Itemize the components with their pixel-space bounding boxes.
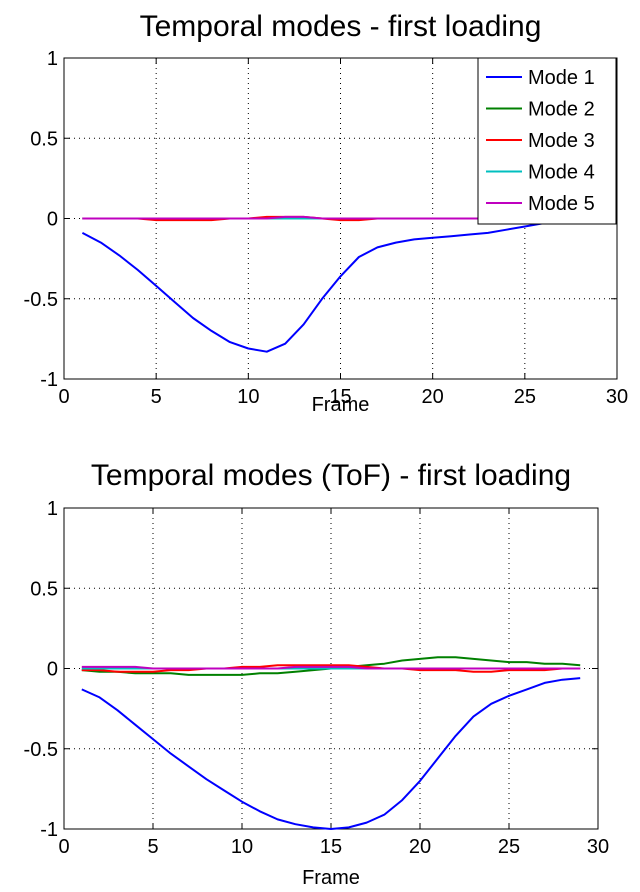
y-tick-label: 0 [47,659,58,681]
chart-title: Temporal modes (ToF) - first loading [91,459,571,492]
y-tick-label: 0.5 [30,128,58,150]
y-tick-label: 0 [47,209,58,231]
x-tick-label: 25 [514,386,536,408]
x-tick-label: 15 [329,386,351,408]
x-tick-label: 30 [587,836,609,858]
legend: Mode 1 Mode 2 Mode 3 Mode 4 Mode 5 [477,57,617,225]
chart-title: Temporal modes - first loading [140,10,542,43]
chart-1: 0 5 10 15 20 25 30 1 0.5 0 -0.5 -1 Temporal modes - … [24,10,629,416]
series-line-mode-3 [81,664,581,673]
y-tick-label: 1 [47,498,58,520]
series-line-mode-1 [81,219,599,353]
y-tick-label: 0.5 [30,578,58,600]
x-tick-label: 10 [231,836,253,858]
x-tick-label: 0 [58,836,69,858]
legend-label-mode-5: Mode 5 [528,193,595,215]
x-tick-label: 30 [606,386,628,408]
legend-label-mode-4: Mode 4 [528,162,595,184]
legend-label-mode-3: Mode 3 [528,130,595,152]
axes-box [63,57,618,380]
x-axis-label: Frame [302,867,360,889]
x-tick-label: 5 [147,836,158,858]
x-tick-label: 20 [422,386,444,408]
y-tick-label: -1 [40,819,58,841]
series-line-mode-1 [81,677,581,830]
x-tick-label: 15 [320,836,342,858]
x-tick-label: 5 [151,386,162,408]
legend-label-mode-1: Mode 1 [528,67,595,89]
y-tick-label: -1 [40,369,58,391]
legend-label-mode-2: Mode 2 [528,99,595,121]
x-tick-label: 0 [58,386,69,408]
y-tick-label: -0.5 [24,739,58,761]
series-line-mode-5 [81,665,581,670]
x-tick-label: 10 [237,386,259,408]
chart-2: 0 5 10 15 20 25 30 1 0.5 0 -0.5 -1 Temporal modes (T… [24,459,610,889]
x-tick-label: 25 [498,836,520,858]
y-tick-label: 1 [47,48,58,70]
y-tick-label: -0.5 [24,289,58,311]
x-axis-label: Frame [312,394,370,416]
x-tick-label: 20 [409,836,431,858]
